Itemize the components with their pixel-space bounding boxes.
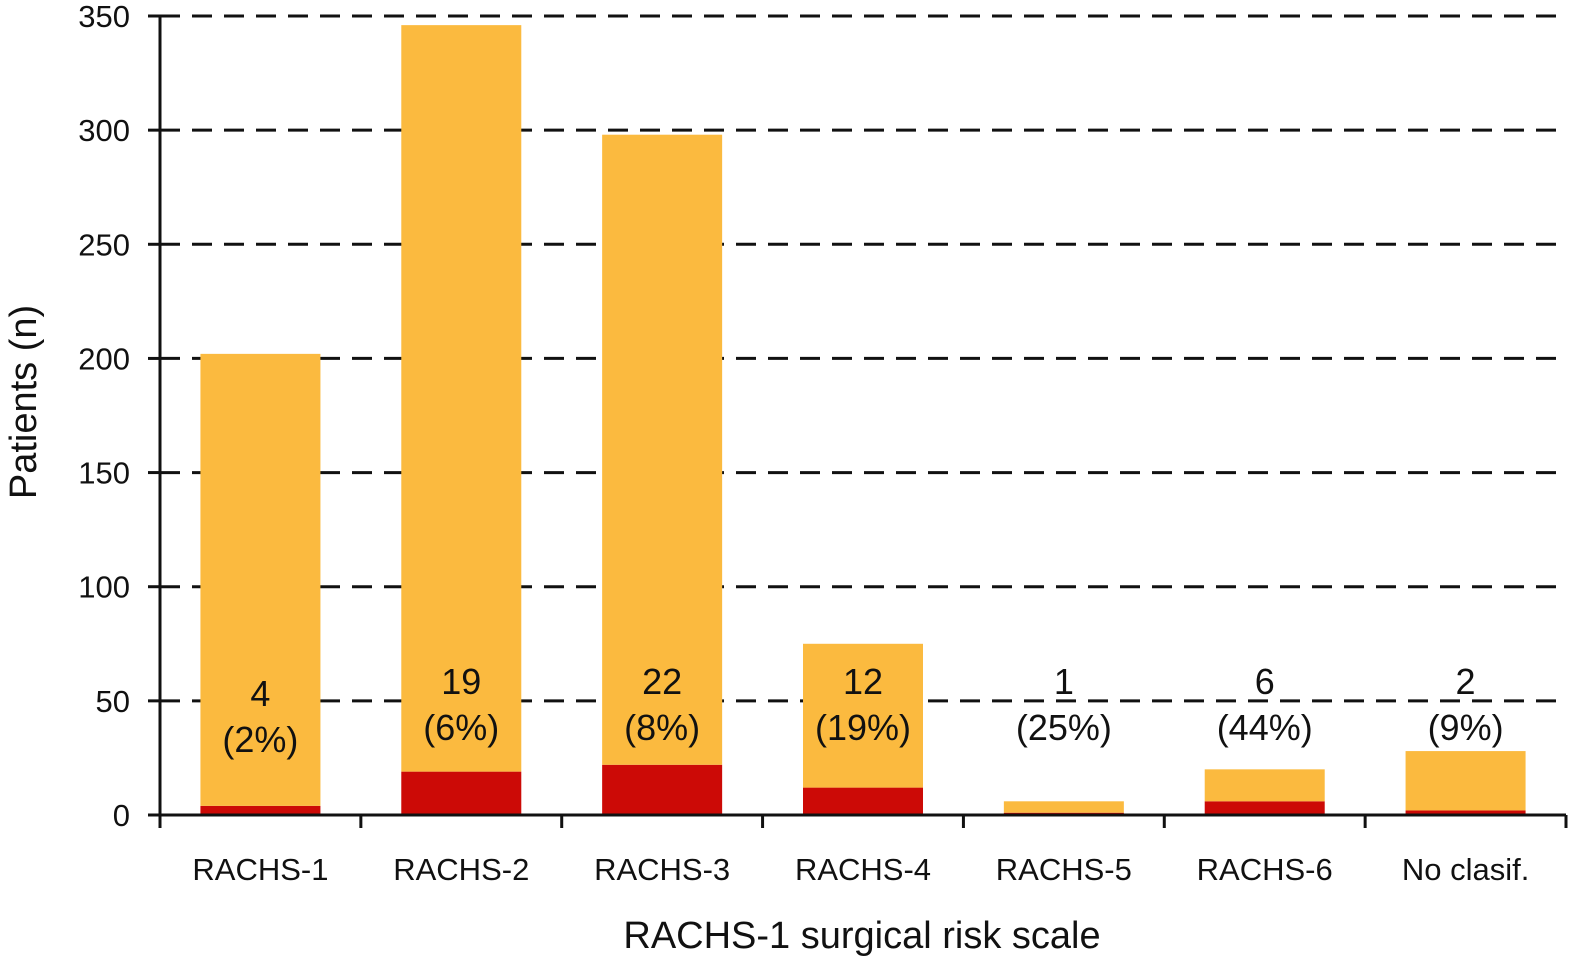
bar-segment-survivors xyxy=(1204,769,1325,802)
data-label-count: 4 xyxy=(250,673,270,714)
bar-segment-deaths xyxy=(1204,801,1325,815)
axes xyxy=(148,14,1568,828)
data-label-percent: (8%) xyxy=(624,707,700,748)
bar-segment-deaths xyxy=(200,805,321,815)
data-label-count: 12 xyxy=(843,661,883,702)
bar-segment-deaths xyxy=(401,771,522,815)
x-tick-labels: RACHS-1 RACHS-2 RACHS-3 RACHS-4 RACHS-5 RACHS… xyxy=(192,852,1529,887)
y-tick-label: 0 xyxy=(113,798,130,833)
x-tick-label: RACHS-3 xyxy=(594,852,730,887)
y-axis-title: Patients (n) xyxy=(3,305,45,499)
x-tick-label: RACHS-6 xyxy=(1197,852,1333,887)
bar-segment-survivors xyxy=(1405,751,1526,811)
data-label-count: 1 xyxy=(1054,661,1074,702)
y-tick-label: 150 xyxy=(78,456,130,491)
bar-segment-survivors xyxy=(602,134,723,765)
y-tick-label: 250 xyxy=(78,227,130,262)
gridlines xyxy=(160,14,1566,703)
data-label-percent: (25%) xyxy=(1016,707,1112,748)
data-label-percent: (9%) xyxy=(1428,707,1504,748)
x-tick-label: No clasif. xyxy=(1402,852,1529,887)
data-label-percent: (6%) xyxy=(423,707,499,748)
x-tick-label: RACHS-5 xyxy=(996,852,1132,887)
data-label-count: 2 xyxy=(1456,661,1476,702)
x-tick-label: RACHS-2 xyxy=(393,852,529,887)
y-tick-label: 350 xyxy=(78,0,130,34)
bar-segment-survivors xyxy=(401,25,522,772)
data-label-percent: (19%) xyxy=(815,707,911,748)
data-label-percent: (2%) xyxy=(222,719,298,760)
bar-segment-deaths xyxy=(1405,810,1526,815)
bars xyxy=(200,25,1526,815)
data-label-count: 6 xyxy=(1255,661,1275,702)
data-label-count: 22 xyxy=(642,661,682,702)
data-label-count: 19 xyxy=(441,661,481,702)
y-tick-label: 200 xyxy=(78,341,130,376)
y-tick-label: 300 xyxy=(78,113,130,148)
y-tick-label: 50 xyxy=(96,684,130,719)
bar-segment-survivors xyxy=(200,353,321,806)
x-axis-title: RACHS-1 surgical risk scale xyxy=(623,915,1100,957)
x-tick-label: RACHS-1 xyxy=(192,852,328,887)
x-tick-label: RACHS-4 xyxy=(795,852,931,887)
y-tick-labels: 0 50 100 150 200 250 300 350 xyxy=(78,0,130,833)
y-tick-label: 100 xyxy=(78,570,130,605)
data-labels: 4 (2%) 19 (6%) 22 (8%) 12 (19%) 1 (25%) 6 (44%) 2 (9%… xyxy=(222,661,1503,760)
bar-segment-survivors xyxy=(1003,801,1124,813)
bar-segment-deaths xyxy=(602,764,723,815)
bar-segment-deaths xyxy=(803,787,923,815)
data-label-percent: (44%) xyxy=(1217,707,1313,748)
bar-segment-survivors xyxy=(803,643,923,788)
